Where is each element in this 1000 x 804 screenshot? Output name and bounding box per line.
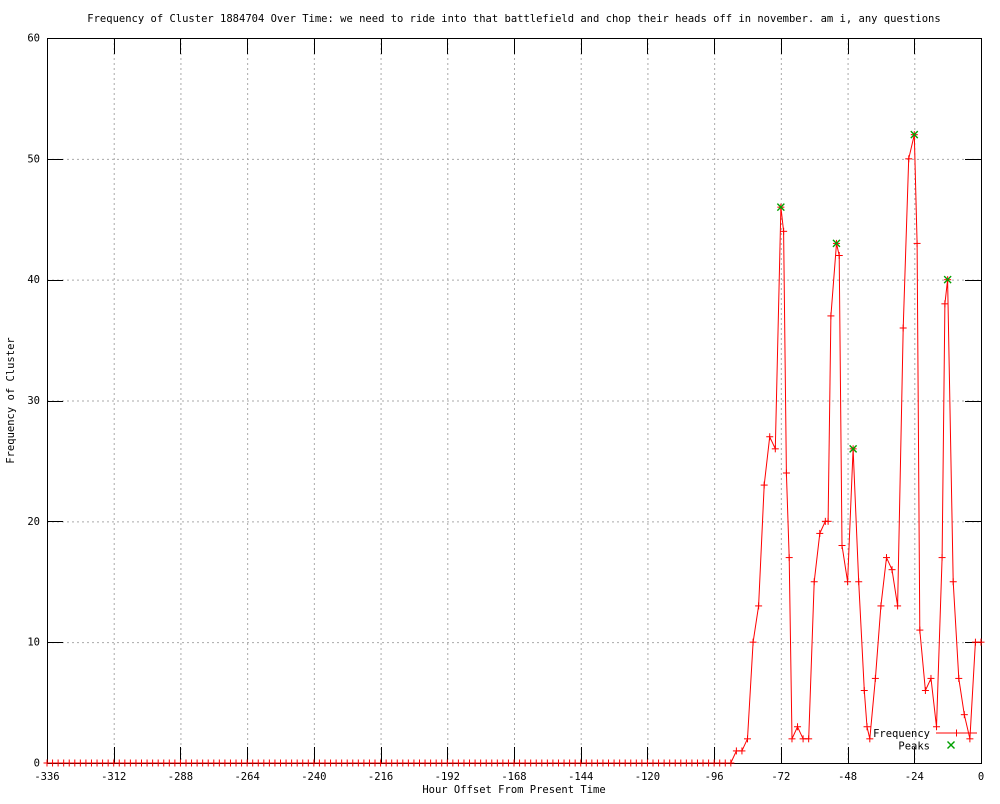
svg-text:-24: -24 [905, 771, 924, 783]
x-tick-labels: -336 -312 -288 -264 -240 -216 -192 -168 -144 -120… [34, 771, 984, 783]
svg-text:10: 10 [27, 637, 40, 649]
svg-text:-264: -264 [234, 771, 259, 783]
peak-markers [776, 130, 952, 453]
svg-text:60: 60 [27, 33, 40, 45]
svg-text:-120: -120 [635, 771, 660, 783]
legend-label-peaks: Peaks [898, 741, 930, 753]
frequency-point-markers [43, 131, 985, 767]
y-tick-labels: 0 10 20 30 40 50 60 [27, 33, 40, 770]
svg-text:-216: -216 [368, 771, 393, 783]
svg-text:-144: -144 [568, 771, 593, 783]
svg-text:40: 40 [27, 274, 40, 286]
y-axis-label: Frequency of Cluster [5, 337, 17, 463]
svg-text:-240: -240 [301, 771, 326, 783]
svg-text:-72: -72 [771, 771, 790, 783]
svg-text:20: 20 [27, 516, 40, 528]
svg-text:50: 50 [27, 153, 40, 165]
svg-text:-48: -48 [838, 771, 857, 783]
legend-label-frequency: Frequency [873, 728, 930, 740]
svg-text:-192: -192 [435, 771, 460, 783]
svg-text:-336: -336 [34, 771, 59, 783]
svg-text:0: 0 [978, 771, 984, 783]
svg-text:0: 0 [34, 758, 40, 770]
svg-text:-96: -96 [705, 771, 724, 783]
chart-title: Frequency of Cluster 1884704 Over Time: … [87, 13, 940, 25]
svg-text:-312: -312 [101, 771, 126, 783]
svg-text:30: 30 [27, 395, 40, 407]
svg-text:-288: -288 [168, 771, 193, 783]
x-axis-label: Hour Offset From Present Time [422, 784, 605, 796]
axis-ticks [47, 38, 982, 764]
svg-text:-168: -168 [501, 771, 526, 783]
